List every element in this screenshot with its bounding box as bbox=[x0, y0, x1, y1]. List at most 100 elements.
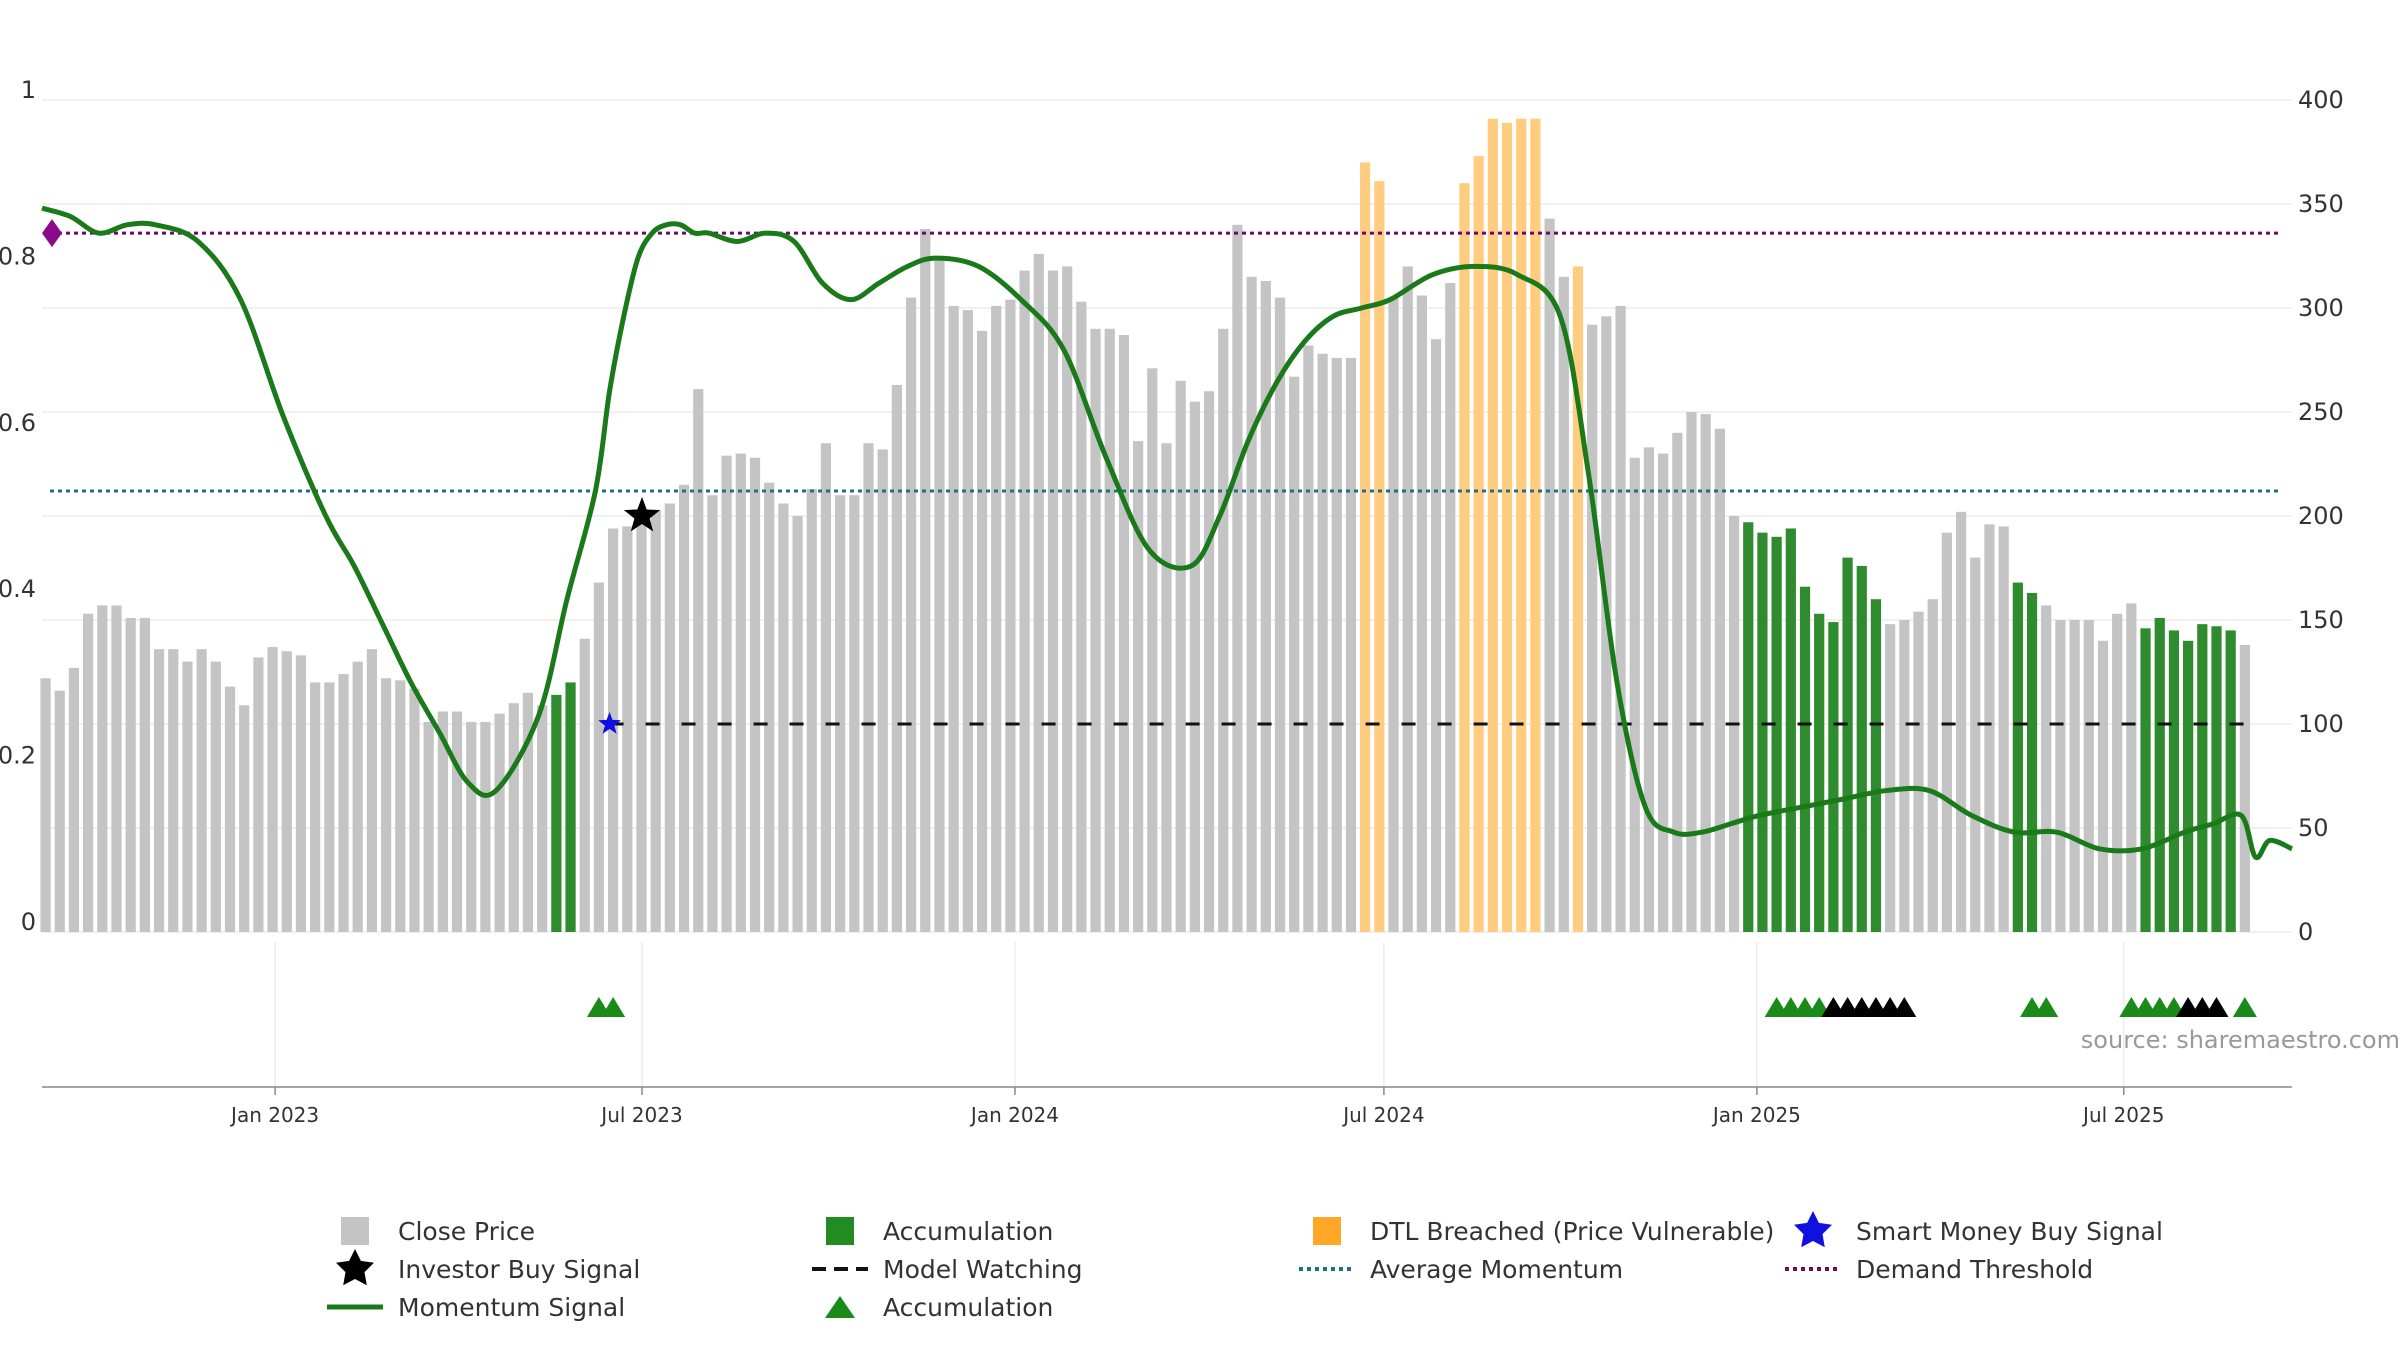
y-left-tick-label: 0.8 bbox=[0, 242, 36, 270]
close-price-bar bbox=[622, 526, 633, 932]
legend-item-dtl-breached[interactable]: DTL Breached (Price Vulnerable) bbox=[1292, 1212, 1774, 1250]
legend-item-average-momentum[interactable]: Average Momentum bbox=[1292, 1250, 1623, 1288]
close-price-bar bbox=[1019, 270, 1030, 932]
close-price-bar bbox=[1686, 412, 1697, 932]
star-icon bbox=[320, 1249, 390, 1288]
close-price-bar bbox=[1175, 380, 1186, 932]
close-price-bar bbox=[196, 649, 207, 932]
legend-label: Smart Money Buy Signal bbox=[1856, 1216, 2163, 1246]
y-left-tick-label: 0 bbox=[21, 908, 36, 936]
close-price-bar bbox=[139, 617, 150, 932]
x-tick-label: Jul 2023 bbox=[599, 1103, 682, 1127]
close-price-bar bbox=[764, 482, 775, 932]
close-price-bar bbox=[1345, 357, 1357, 932]
source-text: source: sharemaestro.com bbox=[2080, 1026, 2400, 1054]
legend-item-model-watching[interactable]: Model Watching bbox=[805, 1250, 1083, 1288]
close-price-bar bbox=[1090, 328, 1101, 932]
close-price-bar bbox=[1260, 280, 1271, 933]
y-left-tick-label: 1 bbox=[21, 76, 36, 104]
dtl-breached-bar bbox=[1530, 118, 1541, 933]
dotted-line-icon bbox=[1778, 1250, 1848, 1288]
close-price-bar bbox=[210, 661, 221, 932]
close-price-bar bbox=[1005, 299, 1016, 932]
close-price-bar bbox=[2239, 644, 2250, 932]
close-price-bar bbox=[324, 682, 335, 932]
close-price-bar bbox=[579, 638, 590, 932]
close-price-bar bbox=[877, 449, 888, 932]
y-right-tick-label: 400 bbox=[2298, 86, 2344, 114]
close-price-swatch bbox=[320, 1212, 390, 1250]
close-price-bar bbox=[423, 721, 434, 932]
close-price-bar bbox=[1331, 357, 1342, 932]
close-price-bar bbox=[537, 705, 548, 932]
accumulation-triangle bbox=[2204, 997, 2229, 1017]
legend-item-smart-money[interactable]: Smart Money Buy Signal bbox=[1778, 1211, 2163, 1250]
close-price-bar bbox=[948, 305, 959, 932]
close-price-bar bbox=[111, 605, 122, 932]
accumulation-bar bbox=[1814, 613, 1825, 932]
accumulation-triangle bbox=[2232, 997, 2257, 1017]
legend-label: Demand Threshold bbox=[1856, 1254, 2094, 1284]
close-price-bar bbox=[707, 495, 718, 932]
close-price-bar bbox=[295, 655, 307, 932]
legend-label: DTL Breached (Price Vulnerable) bbox=[1370, 1216, 1775, 1246]
accumulation-bar bbox=[2211, 626, 2222, 932]
close-price-bar bbox=[380, 678, 392, 932]
close-price-bar bbox=[2041, 605, 2052, 932]
accumulation-bar bbox=[1771, 536, 1782, 932]
legend-item-momentum-signal[interactable]: Momentum Signal bbox=[320, 1288, 625, 1326]
close-price-bar bbox=[1303, 345, 1314, 932]
x-tick-label: Jan 2023 bbox=[229, 1103, 319, 1127]
y-right-tick-label: 150 bbox=[2298, 606, 2344, 634]
close-price-bar bbox=[494, 713, 505, 932]
legend-item-investor-buy[interactable]: Investor Buy Signal bbox=[320, 1249, 640, 1288]
close-price-bar bbox=[664, 503, 675, 932]
close-price-bar bbox=[1402, 266, 1413, 932]
x-tick-label: Jul 2024 bbox=[1341, 1103, 1424, 1127]
accumulation-bar bbox=[1757, 532, 1768, 932]
close-price-bar bbox=[721, 455, 732, 932]
close-price-bar bbox=[1587, 324, 1598, 932]
accumulation-bar bbox=[1785, 528, 1796, 932]
accumulation-bar bbox=[551, 694, 562, 932]
bars-layer bbox=[40, 118, 2250, 933]
close-price-bar bbox=[68, 667, 80, 932]
accumulation-bar bbox=[565, 682, 576, 932]
close-price-bar bbox=[1189, 401, 1200, 933]
close-price-bar bbox=[1317, 353, 1328, 932]
legend-label: Average Momentum bbox=[1370, 1254, 1624, 1284]
close-price-bar bbox=[820, 443, 832, 932]
close-price-bar bbox=[991, 305, 1002, 932]
legend-item-demand-threshold[interactable]: Demand Threshold bbox=[1778, 1250, 2093, 1288]
close-price-bar bbox=[976, 330, 988, 932]
accumulation-bar bbox=[2154, 617, 2165, 932]
close-price-bar bbox=[2126, 603, 2137, 932]
dtl-breached-bar bbox=[1459, 183, 1470, 932]
close-price-bar bbox=[83, 613, 94, 932]
x-tick-label: Jul 2025 bbox=[2081, 1103, 2164, 1127]
close-price-bar bbox=[168, 649, 179, 932]
y-right-tick-label: 0 bbox=[2298, 918, 2313, 946]
dtl-breached-bar bbox=[1516, 118, 1527, 933]
y-left-tick-label: 0.2 bbox=[0, 742, 36, 770]
dtl-breached-bar bbox=[1360, 162, 1371, 932]
close-price-bar bbox=[1033, 253, 1044, 933]
close-price-bar bbox=[735, 453, 746, 932]
legend: Close Price Accumulation DTL Breached (P… bbox=[0, 1211, 2400, 1342]
markers-layer bbox=[586, 497, 2257, 1017]
legend-item-accumulation-bar[interactable]: Accumulation bbox=[805, 1212, 1053, 1250]
close-price-bar bbox=[778, 503, 789, 932]
close-price-bar bbox=[125, 617, 136, 932]
dtl-breached-bar bbox=[1487, 118, 1498, 933]
close-price-bar bbox=[650, 509, 661, 932]
close-price-bar bbox=[1062, 266, 1073, 932]
smart-money-buy-signal-star bbox=[598, 712, 621, 734]
legend-item-accumulation-marker[interactable]: Accumulation bbox=[805, 1288, 1053, 1326]
close-price-bar bbox=[267, 647, 278, 932]
dtl-breached-bar bbox=[1501, 122, 1513, 932]
legend-item-close-price[interactable]: Close Price bbox=[320, 1212, 535, 1250]
close-price-bar bbox=[835, 495, 846, 932]
legend-label: Accumulation bbox=[883, 1292, 1054, 1322]
close-price-bar bbox=[1899, 620, 1910, 932]
